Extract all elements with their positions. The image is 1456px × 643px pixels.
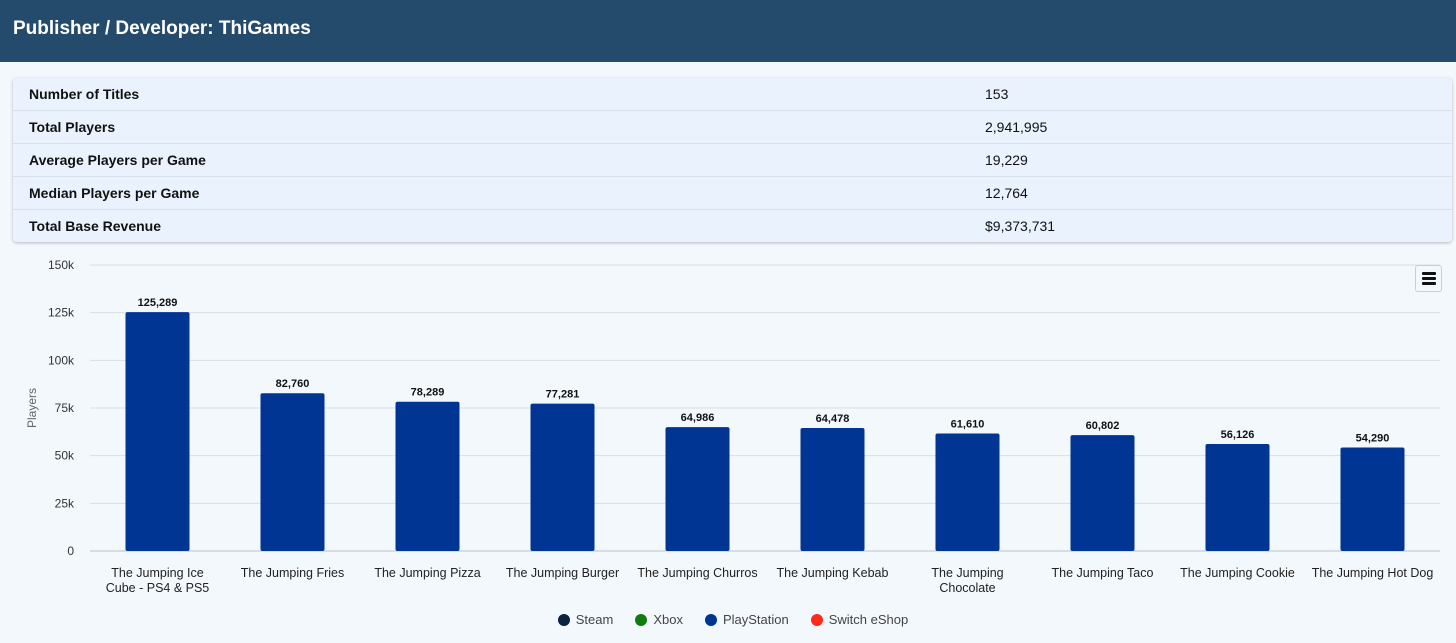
page-title: Publisher / Developer: ThiGames xyxy=(13,18,311,39)
stat-label: Average Players per Game xyxy=(29,152,206,168)
x-tick-label: The Jumping xyxy=(931,566,1003,580)
chart-menu-button[interactable] xyxy=(1415,265,1442,292)
legend-label: PlayStation xyxy=(722,612,789,627)
x-tick-label: The Jumping Pizza xyxy=(374,566,480,580)
y-axis-title: Players xyxy=(25,388,39,428)
bar xyxy=(530,403,595,551)
legend-dot-icon xyxy=(810,613,823,626)
y-tick-label: 75k xyxy=(55,401,75,415)
legend-dot-icon xyxy=(557,613,570,626)
hamburger-icon xyxy=(1422,272,1436,275)
bar xyxy=(1070,435,1135,551)
hamburger-icon xyxy=(1422,282,1436,285)
stat-value: 2,941,995 xyxy=(985,119,1048,135)
legend-item[interactable]: Switch eShop xyxy=(810,612,909,627)
x-tick-label: The Jumping Churros xyxy=(637,566,757,580)
x-tick-label: The Jumping Kebab xyxy=(777,566,889,580)
stats-table: Number of Titles 153 Total Players 2,941,9… xyxy=(13,78,1452,242)
data-label: 77,281 xyxy=(546,389,580,401)
x-tick-label: Chocolate xyxy=(939,581,995,595)
data-label: 60,802 xyxy=(1086,420,1120,432)
data-label: 78,289 xyxy=(411,387,445,399)
x-tick-label: The Jumping Hot Dog xyxy=(1312,566,1434,580)
stat-value: $9,373,731 xyxy=(985,218,1056,234)
stat-label: Total Players xyxy=(29,119,116,135)
chart-legend: Steam Xbox PlayStation Switch eShop xyxy=(0,612,1456,627)
x-tick-label: The Jumping Taco xyxy=(1052,566,1154,580)
data-label: 56,126 xyxy=(1221,429,1255,441)
stat-value: 153 xyxy=(985,86,1009,102)
y-tick-label: 25k xyxy=(55,496,75,510)
data-label: 64,478 xyxy=(816,413,850,425)
data-label: 125,289 xyxy=(138,297,178,309)
stats-row: Average Players per Game 19,229 xyxy=(13,144,1452,177)
y-tick-label: 50k xyxy=(55,449,75,463)
x-tick-label: Cube - PS4 & PS5 xyxy=(106,581,210,595)
stat-label: Median Players per Game xyxy=(29,185,200,201)
bar xyxy=(125,312,190,551)
x-tick-label: The Jumping Cookie xyxy=(1180,566,1295,580)
legend-item[interactable]: Steam xyxy=(557,612,614,627)
stats-row: Number of Titles 153 xyxy=(13,78,1452,111)
data-label: 64,986 xyxy=(681,412,715,424)
bar xyxy=(665,427,730,551)
bar xyxy=(1340,447,1405,551)
y-tick-label: 125k xyxy=(48,306,75,320)
hamburger-icon xyxy=(1422,277,1436,280)
legend-item[interactable]: Xbox xyxy=(635,612,683,627)
stat-label: Number of Titles xyxy=(29,86,140,102)
bar xyxy=(800,428,865,551)
legend-label: Switch eShop xyxy=(828,612,909,627)
page-header: Publisher / Developer: ThiGames xyxy=(0,0,1456,62)
y-tick-label: 150k xyxy=(48,258,75,272)
legend-item[interactable]: PlayStation xyxy=(704,612,789,627)
stat-value: 12,764 xyxy=(985,185,1028,201)
data-label: 61,610 xyxy=(951,419,985,431)
stats-row: Total Base Revenue $9,373,731 xyxy=(13,210,1452,242)
bar xyxy=(395,401,460,551)
bar xyxy=(260,393,325,551)
legend-dot-icon xyxy=(635,613,648,626)
legend-dot-icon xyxy=(704,613,717,626)
data-label: 54,290 xyxy=(1356,432,1390,444)
y-tick-label: 0 xyxy=(67,544,74,558)
bar xyxy=(935,433,1000,551)
stats-row: Total Players 2,941,995 xyxy=(13,111,1452,144)
legend-label: Steam xyxy=(575,612,614,627)
bar xyxy=(1205,443,1270,551)
legend-label: Xbox xyxy=(653,612,683,627)
x-tick-label: The Jumping Burger xyxy=(506,566,619,580)
x-tick-label: The Jumping Ice xyxy=(111,566,203,580)
data-label: 82,760 xyxy=(276,378,310,390)
y-tick-label: 100k xyxy=(48,353,75,367)
stats-row: Median Players per Game 12,764 xyxy=(13,177,1452,210)
players-bar-chart: 0 25k 50k 75k 100k 125k 150k Players 125,289 The … xyxy=(25,258,1440,595)
x-tick-label: The Jumping Fries xyxy=(241,566,345,580)
stat-value: 19,229 xyxy=(985,152,1028,168)
stat-label: Total Base Revenue xyxy=(29,218,162,234)
